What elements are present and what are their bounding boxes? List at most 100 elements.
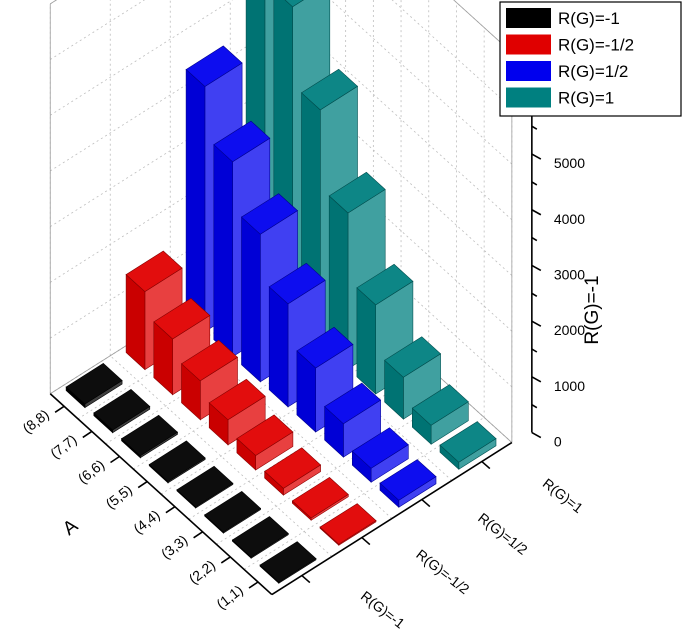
x-axis-tick [193,531,204,539]
x-tick-label: (8,8) [19,406,52,436]
bar-top-face [411,384,469,426]
bar-(7,7)-R(G)=-1 [93,389,151,434]
bar-top-face [351,427,409,469]
z-tick-label: 2000 [554,322,585,338]
bar-side-face [356,287,377,395]
bar-top-face [379,459,437,501]
depth-axis-line [271,441,513,596]
bar-(8,8)-R(G)=-1 [65,363,123,409]
bar-top-face [328,171,386,214]
x-tick-label: (5,5) [103,481,136,511]
legend-label: R(G)=1/2 [558,62,628,81]
bar-top-face [121,414,178,457]
x-tick-label: (3,3) [158,532,191,562]
legend-label: R(G)=-1/2 [558,36,634,55]
bar-(3,3)-R(G)=1/2 [324,382,382,458]
x-axis-line [49,393,273,596]
bar-(3,3)-R(G)=-1 [204,491,262,534]
bar-top-face [301,68,358,111]
legend-swatch [506,87,551,108]
bar-top-face [439,421,497,463]
x-tick-label: (4,4) [130,506,163,536]
bar-(2,2)-R(G)=1/2 [351,427,409,483]
z-axis-minor-tick [531,236,538,242]
x-axis-tick [165,506,176,514]
z-axis-minor-tick [531,292,538,297]
bar-(5,5)-R(G)=-1 [148,440,206,484]
z-axis-minor-tick [531,125,538,130]
bar-(3,3)-R(G)=-1/2 [264,447,322,496]
depth-axis-tick [361,536,371,546]
z-axis-minor-tick [531,348,538,353]
bar-top-face [296,326,354,369]
depth-tick-label: R(G)=1 [540,475,586,516]
bar-(1,1)-R(G)=-1 [259,541,317,584]
z-axis-tick [531,209,542,216]
bar-top-face [208,378,266,421]
bar-top-face [324,382,382,425]
bar-side-face [185,68,206,333]
z-tick-label: 5000 [554,155,585,171]
bar-(1,1)-R(G)=-1/2 [319,503,377,546]
bar-top-face [231,516,289,558]
bar-top-face [319,503,377,545]
bar-(2,2)-R(G)=1 [411,384,469,445]
depth-tick-label: R(G)=-1/2 [413,546,472,597]
x-axis-tick [110,455,120,464]
z-axis-minor-tick [531,181,538,186]
z-axis-tick [531,153,542,160]
bar-top-face [148,440,206,482]
bar-(1,1)-R(G)=1/2 [379,459,437,508]
x-axis-tick [220,556,231,564]
depth-axis-tick [301,574,311,584]
bar-side-face [268,286,289,408]
bar-top-face [259,541,317,583]
legend-label: R(G)=-1 [558,9,620,28]
bar-top-face [176,465,234,508]
z-axis-tick [531,376,542,383]
bar-top-face [384,336,442,378]
bar-(3,3)-R(G)=1 [384,336,442,420]
x-axis-tick [137,480,148,489]
bar-(4,4)-R(G)=-1 [176,465,234,509]
z-axis-title: R(G)=-1 [582,275,603,344]
depth-tick-label: R(G)=-1 [358,588,408,632]
bar-top-face [93,389,151,431]
z-tick-label: 0 [554,434,562,450]
x-axis-tick [248,581,259,589]
legend: R(G)=-1 R(G)=-1/2 R(G)=1/2 R(G)=1 [499,1,682,117]
legend-swatch [506,61,551,81]
bar-top-face [65,363,123,405]
bar-top-face [268,262,326,305]
bar-top-face [264,447,322,489]
bar-(4,4)-R(G)=-1/2 [236,414,294,471]
wall-edge [453,0,513,53]
depth-axis-tick [481,460,491,470]
x-axis-tick [82,430,93,439]
bar-top-face [185,45,243,87]
bar-top-face [125,250,183,292]
x-axis-title: A [59,515,82,540]
bar-(1,1)-R(G)=1 [439,421,497,470]
x-tick-label: (2,2) [186,557,219,587]
bar-top-face [291,477,349,519]
x-tick-label: (6,6) [75,456,108,486]
x-tick-label: (7,7) [47,431,80,461]
legend-swatch [506,8,551,28]
bar-top-face [241,193,298,235]
bar-top-face [204,491,262,533]
legend-label: R(G)=1 [558,89,614,108]
depth-tick-label: R(G)=1/2 [475,509,531,557]
z-axis-tick [531,264,542,272]
bar-side-face [213,144,233,358]
bar-top-face [284,0,304,8]
legend-swatch [506,34,551,55]
bar-side-face [241,216,261,383]
bar-(6,6)-R(G)=-1 [121,414,178,459]
bar-(2,2)-R(G)=-1 [231,516,289,559]
x-axis-tick [54,405,65,413]
bar-top-face [153,298,211,340]
x-tick-label: (1,1) [213,582,246,612]
z-axis-tick [531,320,542,327]
